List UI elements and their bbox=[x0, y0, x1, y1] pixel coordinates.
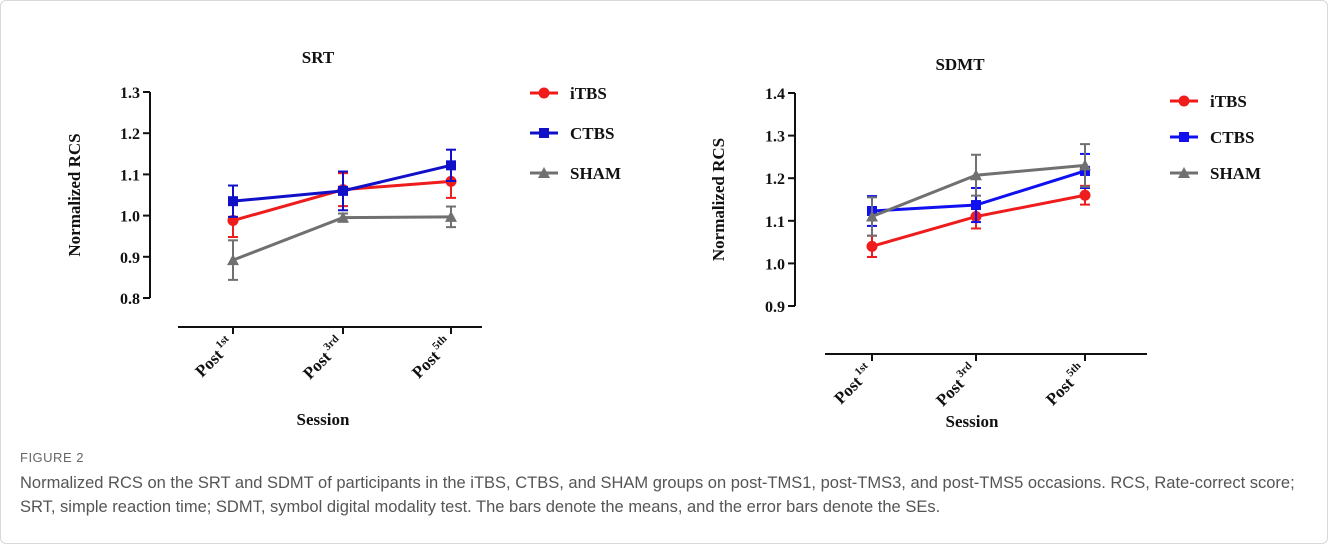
series-ctbs bbox=[228, 148, 456, 218]
figure-caption: Normalized RCS on the SRT and SDMT of pa… bbox=[20, 474, 1295, 516]
legend-swatch-marker bbox=[538, 167, 550, 178]
legend-item-ctbs: CTBS bbox=[530, 124, 614, 143]
legend-item-ctbs: CTBS bbox=[1170, 128, 1254, 147]
x-tick-label: Post5th bbox=[407, 333, 456, 382]
data-point bbox=[970, 169, 982, 181]
legend-swatch-marker bbox=[1179, 132, 1189, 142]
y-tick-label: 1.1 bbox=[765, 214, 785, 231]
legend-swatch-marker bbox=[539, 128, 549, 138]
legend-label: iTBS bbox=[1210, 92, 1247, 111]
legend-swatch-marker bbox=[1178, 167, 1190, 178]
data-point bbox=[338, 185, 348, 196]
chart-title: SDMT bbox=[935, 55, 985, 74]
x-tick-label-sup: 3rd bbox=[321, 333, 341, 353]
legend-item-itbs: iTBS bbox=[1170, 92, 1247, 111]
x-tick-label: Post3rd bbox=[931, 360, 981, 410]
data-point bbox=[446, 160, 456, 171]
data-point bbox=[1079, 189, 1091, 201]
figure-label: FIGURE 2 bbox=[20, 450, 84, 465]
y-tick-label: 1.3 bbox=[765, 129, 785, 146]
x-tick-label-sup: 5th bbox=[1064, 360, 1083, 379]
data-point bbox=[971, 200, 981, 211]
x-axis-title: Session bbox=[297, 410, 350, 429]
legend-label: iTBS bbox=[570, 84, 607, 103]
y-tick-label: 1.2 bbox=[765, 171, 785, 188]
x-tick-label-sup: 5th bbox=[430, 333, 449, 352]
y-tick-label: 1.3 bbox=[120, 85, 140, 102]
series-sham bbox=[866, 143, 1091, 237]
y-axis-title: Normalized RCS bbox=[709, 138, 728, 261]
y-tick-label: 1.2 bbox=[120, 126, 140, 143]
legend-item-sham: SHAM bbox=[1170, 164, 1261, 183]
x-tick-label: Post1st bbox=[829, 360, 877, 408]
data-point bbox=[866, 210, 878, 222]
data-point bbox=[227, 254, 239, 266]
legend-label: SHAM bbox=[1210, 164, 1261, 183]
y-tick-label: 1.4 bbox=[765, 86, 785, 103]
y-tick-label: 0.9 bbox=[765, 299, 785, 316]
x-tick-label: Post5th bbox=[1041, 360, 1090, 409]
y-tick-label: 1.1 bbox=[120, 167, 140, 184]
y-tick-label: 1.0 bbox=[120, 209, 140, 226]
legend-item-sham: SHAM bbox=[530, 164, 621, 183]
y-tick-label: 0.8 bbox=[120, 291, 140, 308]
data-point bbox=[1079, 159, 1091, 171]
series-sham bbox=[227, 205, 457, 281]
data-point bbox=[445, 210, 457, 222]
x-tick-label-sup: 3rd bbox=[954, 360, 974, 380]
data-point bbox=[337, 211, 349, 223]
figure-charts: SRT 0.8 0.9 1.0 1.1 1.2 1.3 Normalized RCS Post1… bbox=[65, 48, 1261, 431]
x-axis-title: Session bbox=[946, 412, 999, 431]
legend-swatch-marker bbox=[538, 87, 550, 99]
data-point bbox=[228, 196, 238, 207]
legend-swatch-marker bbox=[1178, 95, 1190, 107]
data-point bbox=[866, 240, 878, 252]
y-tick-label: 1.0 bbox=[765, 256, 785, 273]
series-line bbox=[232, 215, 452, 262]
x-tick-label: Post1st bbox=[190, 333, 238, 381]
chart-title: SRT bbox=[302, 48, 335, 67]
legend-label: SHAM bbox=[570, 164, 621, 183]
legend-label: CTBS bbox=[1210, 128, 1254, 147]
x-tick-label: Post3rd bbox=[298, 333, 348, 383]
y-tick-label: 0.9 bbox=[120, 250, 140, 267]
legend-item-itbs: iTBS bbox=[530, 84, 607, 103]
chart-sdmt: SDMT 0.9 1.0 1.1 1.2 1.3 1.4 Normalized RCS Post… bbox=[709, 55, 1261, 431]
legend-label: CTBS bbox=[570, 124, 614, 143]
chart-srt: SRT 0.8 0.9 1.0 1.1 1.2 1.3 Normalized RCS Post1… bbox=[65, 48, 621, 429]
y-axis-title: Normalized RCS bbox=[65, 133, 84, 256]
